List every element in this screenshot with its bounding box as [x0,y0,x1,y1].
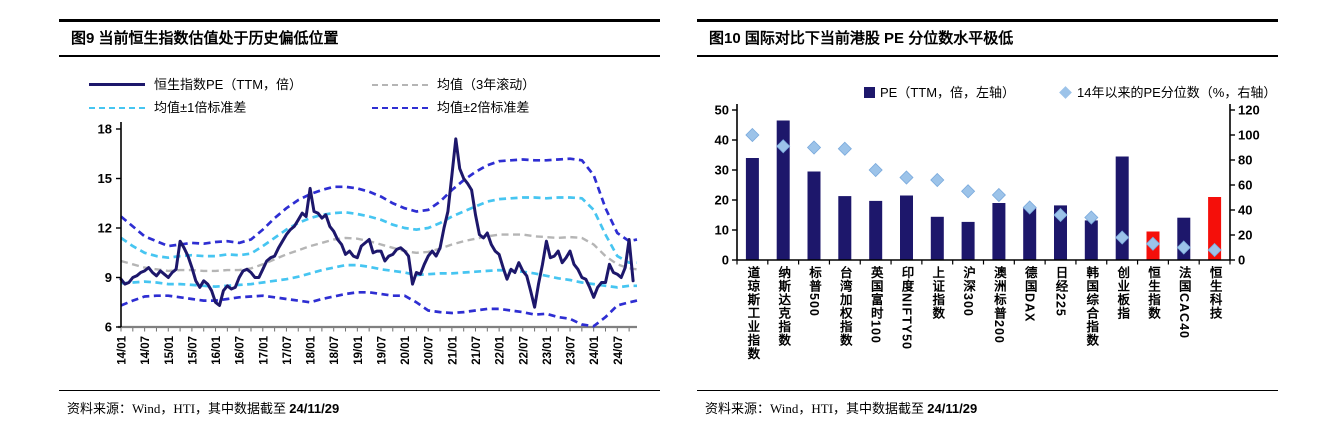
figure9-title-rule [59,55,660,57]
svg-text:22/07: 22/07 [518,336,530,365]
figure10-top-rule [697,19,1278,22]
x-category-labels: 道琼斯工业指数 纳斯达克指数 标普500 台湾加权指数 英国富时100 印度NIFTY50… [697,266,1278,388]
solid-line-swatch-icon [89,83,145,87]
svg-text:20: 20 [1238,228,1252,243]
legend-item-mean: 均值（3年滚动） [372,77,535,93]
figure9-top-rule [59,19,660,22]
svg-text:15/01: 15/01 [164,335,176,364]
legend-label: 14年以来的PE分位数（%，右轴） [1077,85,1277,100]
svg-text:16/07: 16/07 [235,336,247,365]
svg-text:15/07: 15/07 [187,336,199,365]
svg-text:18: 18 [98,122,112,137]
svg-text:23/01: 23/01 [542,335,554,364]
category-label: 法国CAC40 [1176,266,1191,339]
dashed-line-swatch-icon [372,106,428,109]
svg-text:16/01: 16/01 [211,335,223,364]
svg-text:6: 6 [105,320,112,335]
figure10-title-rule [697,55,1278,57]
svg-text:14/01: 14/01 [117,335,129,364]
legend-item-percentile: 14年以来的PE分位数（%，右轴） [1059,85,1276,101]
svg-text:19/01: 19/01 [353,335,365,364]
category-label: 日经225 [1053,266,1068,317]
legend-item-pe-bars: PE（TTM，倍，左轴） [864,85,1015,101]
svg-text:12: 12 [98,221,112,236]
svg-text:20: 20 [715,193,729,208]
source-text: 资料来源：Wind，HTI，其中数据截至 [705,401,928,416]
legend-item-2sd: 均值±2倍标准差 [372,100,529,116]
legend-item-hsi-pe: 恒生指数PE（TTM，倍） [89,77,302,93]
svg-text:80: 80 [1238,153,1252,168]
svg-text:50: 50 [715,103,729,118]
svg-text:120: 120 [1238,103,1260,118]
svg-text:20/07: 20/07 [424,336,436,365]
category-label: 道琼斯工业指数 [745,266,760,361]
figure9-source: 资料来源：Wind，HTI，其中数据截至 24/11/29 [67,398,339,417]
category-label: 上证指数 [930,266,945,320]
figure10-source: 资料来源：Wind，HTI，其中数据截至 24/11/29 [705,398,977,417]
svg-text:18/07: 18/07 [329,336,341,365]
category-label: 德国DAX [1022,266,1037,323]
category-label: 印度NIFTY50 [899,266,914,351]
category-label: 台湾加权指数 [837,266,852,347]
category-label: 韩国综合指数 [1084,266,1099,347]
svg-text:23/07: 23/07 [566,336,578,365]
legend-label: 均值（3年滚动） [437,77,536,92]
category-label: 恒生科技 [1207,266,1222,320]
svg-text:22/01: 22/01 [495,335,507,364]
svg-text:30: 30 [715,163,729,178]
svg-text:24/01: 24/01 [589,335,601,364]
figure9-panel: 图9 当前恒生指数估值处于历史偏低位置 恒生指数PE（TTM，倍） 均值（3年滚… [59,0,660,433]
svg-text:10: 10 [715,223,729,238]
figure9-source-rule [59,390,660,391]
svg-text:40: 40 [1238,203,1252,218]
bar-swatch-icon [864,87,875,99]
source-date: 24/11/29 [289,401,340,416]
svg-text:0: 0 [1238,253,1245,268]
figure9-title: 图9 当前恒生指数估值处于历史偏低位置 [71,30,339,47]
svg-text:14/07: 14/07 [140,336,152,365]
svg-text:17/07: 17/07 [282,336,294,365]
svg-text:0: 0 [722,253,729,268]
dashed-line-swatch-icon [89,106,145,109]
source-text: 资料来源：Wind，HTI，其中数据截至 [67,401,290,416]
dashed-line-swatch-icon [372,83,428,86]
category-label: 标普500 [807,266,821,317]
svg-text:19/07: 19/07 [376,336,388,365]
legend-label: 恒生指数PE（TTM，倍） [154,77,303,92]
category-label: 沪深300 [961,266,976,317]
figure10-title: 图10 国际对比下当前港股 PE 分位数水平极低 [709,30,1014,47]
pe-comparison-chart: 0 10 20 30 40 50 0 20 40 60 80 100 120 [715,103,1260,268]
hsi-pe-history-chart: 6 9 12 15 18 14/01 14/07 15/01 15/07 16/01 16/07 17… [98,122,638,365]
svg-text:20/01: 20/01 [400,335,412,364]
svg-text:60: 60 [1238,178,1252,193]
svg-text:21/01: 21/01 [447,335,459,364]
figure10-panel: 图10 国际对比下当前港股 PE 分位数水平极低 PE（TTM，倍，左轴） 14… [697,0,1278,433]
legend-item-1sd: 均值±1倍标准差 [89,100,246,116]
category-label: 创业板指 [1115,266,1130,320]
svg-text:24/07: 24/07 [613,336,625,365]
svg-text:9: 9 [105,270,112,285]
category-label: 恒生指数 [1146,266,1160,320]
figure10-source-rule [697,390,1278,391]
svg-text:17/01: 17/01 [258,335,270,364]
category-label: 英国富时100 [868,266,883,344]
source-date: 24/11/29 [927,401,978,416]
category-label: 纳斯达克指数 [776,266,791,347]
svg-text:40: 40 [715,133,729,148]
legend-label: 均值±2倍标准差 [437,100,530,115]
svg-text:100: 100 [1238,128,1260,143]
legend-label: 均值±1倍标准差 [154,100,247,115]
svg-text:21/07: 21/07 [471,336,483,365]
svg-text:18/01: 18/01 [306,335,318,364]
legend-label: PE（TTM，倍，左轴） [880,85,1016,100]
svg-text:15: 15 [98,171,112,186]
category-label: 澳洲标普200 [991,266,1006,344]
